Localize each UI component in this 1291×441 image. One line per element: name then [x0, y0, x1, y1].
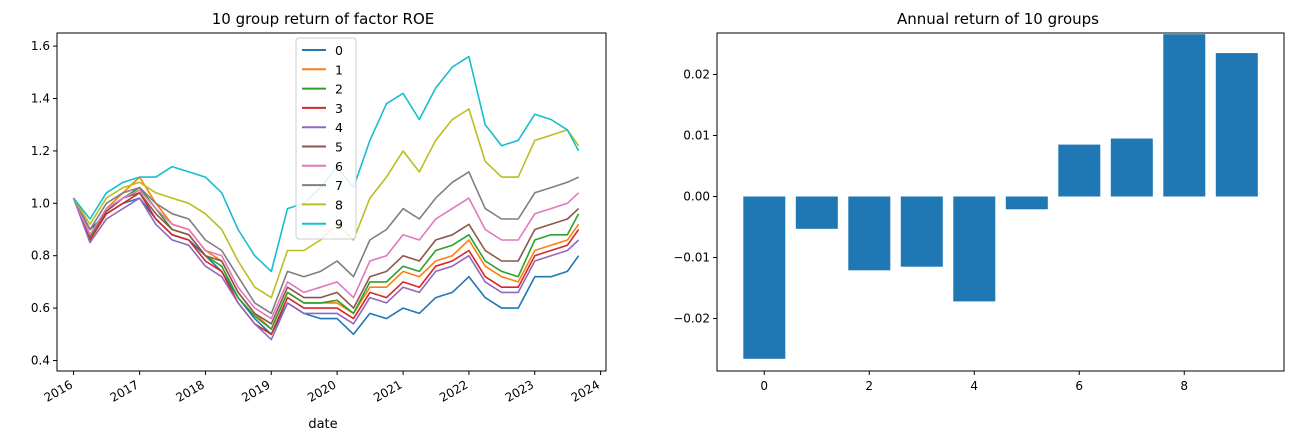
y-tick-label: 1.2	[31, 144, 50, 158]
x-tick-label: 2017	[108, 377, 141, 404]
bar-group-4	[953, 196, 996, 302]
legend-label-9: 9	[335, 217, 343, 232]
bar-chart-frame	[716, 32, 1285, 372]
x-tick-label: 6	[1075, 379, 1083, 393]
x-tick-label: 0	[760, 379, 768, 393]
legend-label-5: 5	[335, 140, 343, 155]
y-tick-label: 1.6	[31, 39, 50, 53]
x-tick-label: 2023	[503, 377, 536, 404]
legend-label-8: 8	[335, 197, 343, 212]
series-line-1	[72, 176, 580, 330]
series-line-6	[72, 189, 580, 320]
y-tick-label: 0.00	[683, 190, 710, 204]
bar-group-8	[1163, 34, 1206, 197]
legend: 0 1 2 3 4 5 6 7 8 9	[295, 37, 357, 240]
legend-label-6: 6	[335, 159, 343, 174]
series-line-7	[72, 171, 579, 315]
series-line-3	[72, 192, 580, 336]
y-tick-label: 0.01	[683, 128, 710, 142]
x-tick-label: 2	[865, 379, 873, 393]
bar-chart-panel: Annual return of 10 groups −0.02 −0.01 0.0…	[673, 10, 1285, 393]
bar-group-2	[848, 196, 891, 271]
legend-label-7: 7	[335, 178, 343, 193]
bar-group-1	[795, 196, 838, 229]
x-tick-label: 2016	[42, 377, 75, 404]
bar-group-5	[1005, 196, 1048, 210]
legend-label-1: 1	[335, 62, 343, 77]
bar-group-0	[743, 196, 786, 359]
y-tick-label: 0.6	[31, 301, 50, 315]
y-tick-label: 0.8	[31, 249, 50, 263]
legend-label-0: 0	[335, 43, 343, 58]
y-tick-label: 0.4	[31, 354, 50, 368]
legend-label-4: 4	[335, 120, 343, 135]
bar-group-6	[1058, 144, 1101, 197]
x-tick-label: 8	[1180, 379, 1188, 393]
x-tick-label: 2022	[437, 377, 470, 404]
line-chart-panel: 10 group return of factor ROE 0.4 0.6 0.8 1…	[31, 10, 607, 432]
y-tick-label: −0.02	[673, 312, 710, 326]
line-chart-title: 10 group return of factor ROE	[212, 10, 434, 28]
bar-group-7	[1110, 138, 1153, 197]
y-tick-label: 1.0	[31, 196, 50, 210]
y-tick-label: −0.01	[673, 251, 710, 265]
y-tick-label: 0.02	[683, 67, 710, 81]
series-line-5	[72, 192, 580, 325]
x-tick-label: 2024	[569, 377, 602, 404]
bar-group-3	[900, 196, 943, 267]
legend-label-2: 2	[335, 82, 343, 97]
x-tick-label: 2020	[305, 377, 338, 404]
x-tick-label: 2019	[239, 377, 272, 404]
legend-label-3: 3	[335, 101, 343, 116]
x-tick-label: 2021	[371, 377, 404, 404]
bar-group-9	[1215, 53, 1258, 197]
line-chart-xlabel: date	[308, 417, 337, 432]
bar-chart-title: Annual return of 10 groups	[897, 10, 1099, 28]
legend-box	[295, 37, 357, 240]
x-tick-label: 4	[970, 379, 978, 393]
line-chart-frame	[56, 32, 607, 372]
series-line-4	[72, 197, 580, 341]
x-tick-label: 2018	[173, 377, 206, 404]
y-tick-label: 1.4	[31, 92, 50, 106]
